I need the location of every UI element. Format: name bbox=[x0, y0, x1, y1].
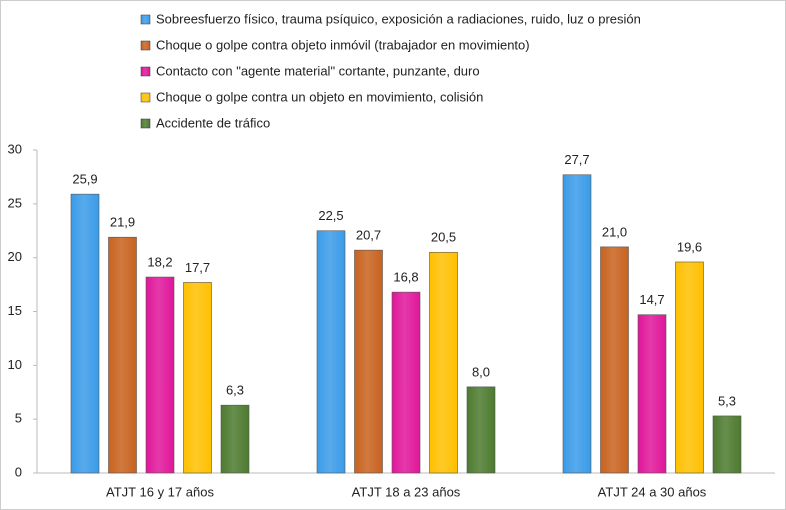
value-label: 8,0 bbox=[472, 364, 490, 379]
y-tick-label: 15 bbox=[8, 303, 22, 318]
x-tick-label: ATJT 24 a 30 años bbox=[598, 484, 707, 499]
bar bbox=[391, 291, 421, 474]
bar bbox=[183, 282, 212, 474]
legend-label: Contacto con "agente material" cortante,… bbox=[156, 63, 480, 78]
legend-swatch bbox=[140, 92, 151, 103]
bar bbox=[637, 314, 667, 474]
bar bbox=[70, 193, 100, 474]
x-tick-label: ATJT 18 a 23 años bbox=[352, 484, 461, 499]
bar bbox=[354, 249, 383, 474]
value-label: 27,7 bbox=[564, 152, 589, 167]
x-tick-label: ATJT 16 y 17 años bbox=[106, 484, 214, 499]
bar bbox=[600, 246, 629, 474]
bar bbox=[108, 236, 137, 474]
legend-swatch bbox=[140, 40, 151, 51]
legend-label: Choque o golpe contra un objeto en movim… bbox=[156, 89, 483, 104]
bar bbox=[429, 251, 458, 474]
value-label: 21,0 bbox=[602, 224, 627, 239]
bar bbox=[712, 415, 742, 474]
bar bbox=[145, 276, 175, 474]
value-label: 19,6 bbox=[677, 239, 702, 254]
bar bbox=[316, 230, 346, 474]
bar bbox=[562, 174, 592, 474]
y-tick-label: 25 bbox=[8, 195, 22, 210]
value-label: 16,8 bbox=[393, 270, 418, 285]
y-tick-label: 20 bbox=[8, 249, 22, 264]
y-tick-label: 5 bbox=[15, 411, 22, 426]
legend-label: Sobreesfuerzo físico, trauma psíquico, e… bbox=[156, 11, 641, 26]
value-label: 17,7 bbox=[185, 260, 210, 275]
bar bbox=[675, 261, 704, 474]
value-label: 20,5 bbox=[431, 230, 456, 245]
value-label: 14,7 bbox=[639, 292, 664, 307]
bar bbox=[220, 404, 250, 474]
y-tick-label: 0 bbox=[15, 464, 22, 479]
y-tick-label: 10 bbox=[8, 357, 22, 372]
value-label: 18,2 bbox=[147, 254, 172, 269]
value-label: 6,3 bbox=[226, 383, 244, 398]
legend-label: Choque o golpe contra objeto inmóvil (tr… bbox=[156, 37, 530, 52]
legend-swatch bbox=[140, 14, 151, 25]
legend-label: Accidente de tráfico bbox=[156, 115, 270, 130]
legend-swatch bbox=[140, 66, 151, 77]
value-label: 5,3 bbox=[718, 393, 736, 408]
y-tick-label: 30 bbox=[8, 141, 22, 156]
value-label: 20,7 bbox=[356, 228, 381, 243]
legend-swatch bbox=[140, 118, 151, 129]
value-label: 22,5 bbox=[318, 208, 343, 223]
value-label: 25,9 bbox=[72, 172, 97, 187]
value-label: 21,9 bbox=[110, 215, 135, 230]
bar bbox=[466, 386, 496, 474]
